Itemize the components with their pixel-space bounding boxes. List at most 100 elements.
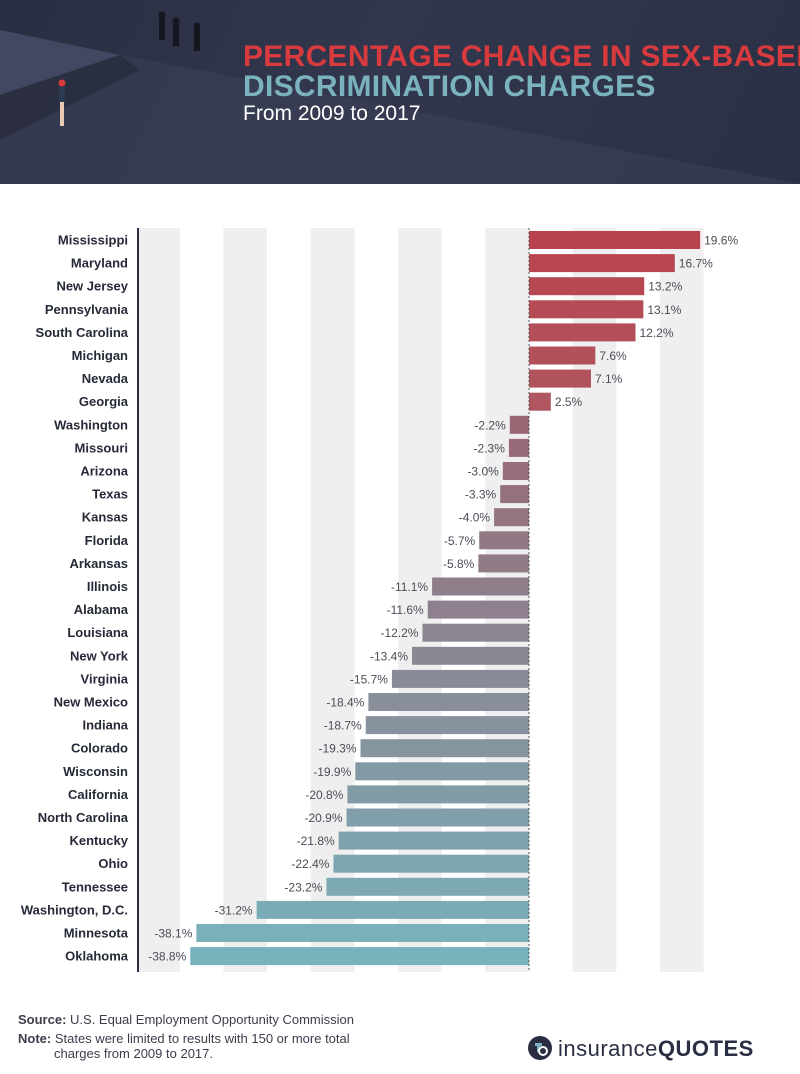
bar [500, 485, 529, 504]
bar [529, 323, 636, 342]
category-label: Arizona [80, 464, 128, 479]
category-label: Indiana [82, 718, 128, 733]
value-label: -21.8% [297, 834, 335, 848]
note-text-2: charges from 2009 to 2017. [54, 1046, 213, 1061]
category-label: Mississippi [58, 233, 128, 248]
bar [338, 831, 529, 850]
category-label: North Carolina [38, 810, 129, 825]
category-label: Ohio [98, 856, 128, 871]
logo-icon [528, 1036, 552, 1060]
category-label: Kentucky [69, 833, 128, 848]
value-label: -11.1% [391, 580, 428, 594]
bar [529, 392, 551, 411]
value-label: -23.2% [284, 880, 322, 894]
value-label: -38.1% [154, 927, 192, 941]
value-label: -3.0% [467, 465, 499, 479]
bar [529, 369, 591, 388]
bar [529, 277, 645, 296]
category-label: New York [70, 648, 129, 663]
bar [368, 693, 529, 711]
category-label: Oklahoma [65, 949, 129, 964]
value-label: -20.9% [305, 811, 343, 825]
note-text-1: States were limited to results with 150 … [54, 1031, 350, 1046]
chart-title-line-2: DISCRIMINATION CHARGES [243, 70, 656, 103]
bar [427, 600, 529, 619]
bar [412, 646, 529, 665]
category-label: Nevada [82, 371, 129, 386]
header-illustration [0, 11, 800, 184]
category-label: Alabama [74, 602, 129, 617]
source-text: U.S. Equal Employment Opportunity Commis… [70, 1012, 354, 1027]
category-label: Wisconsin [63, 764, 128, 779]
value-label: 13.2% [648, 280, 682, 294]
category-label: Illinois [87, 579, 128, 594]
category-label: Washington, D.C. [21, 902, 128, 917]
header-banner: PERCENTAGE CHANGE IN SEX-BASED DISCRIMIN… [0, 0, 800, 184]
value-label: 16.7% [679, 257, 713, 271]
value-label: -19.3% [318, 742, 356, 756]
value-label: -2.3% [474, 441, 506, 455]
woman-figure-icon [58, 79, 66, 126]
value-label: -5.8% [443, 557, 475, 571]
bar [190, 947, 529, 966]
axes [137, 228, 530, 972]
value-label: -5.7% [444, 534, 476, 548]
value-label: 2.5% [555, 395, 583, 409]
value-label: -15.7% [350, 672, 388, 686]
value-label: -11.6% [387, 603, 424, 617]
logo-text: insuranceQUOTES [558, 1036, 754, 1061]
value-label: -19.9% [313, 765, 351, 779]
bar [422, 623, 529, 642]
category-label: Texas [92, 487, 128, 502]
category-label: Tennessee [62, 879, 128, 894]
grid-band [659, 228, 704, 972]
bar [529, 346, 596, 365]
category-label: Maryland [71, 256, 128, 271]
value-label: -4.0% [459, 511, 491, 525]
bar [529, 231, 701, 249]
category-label: California [68, 787, 129, 802]
category-label: South Carolina [36, 325, 129, 340]
note: Note: States were limited to results wit… [18, 1031, 388, 1061]
category-label: Missouri [75, 440, 128, 455]
grid-band [139, 228, 180, 972]
chart-title-line-1: PERCENTAGE CHANGE IN SEX-BASED [243, 40, 800, 73]
value-label: -31.2% [215, 903, 253, 917]
value-label: -20.8% [305, 788, 343, 802]
insurancequotes-logo: insuranceQUOTES [526, 1034, 786, 1062]
bar [529, 300, 644, 319]
bar [360, 739, 529, 758]
category-label: Pennsylvania [45, 302, 129, 317]
category-label: Minnesota [64, 926, 129, 941]
bar [196, 924, 529, 942]
value-label: -38.8% [148, 950, 186, 964]
category-label: Florida [85, 533, 129, 548]
value-label: -2.2% [474, 418, 506, 432]
standing-people-icon [158, 11, 201, 51]
bar [355, 762, 529, 781]
value-label: -12.2% [380, 626, 418, 640]
bar [326, 877, 529, 896]
category-label: Louisiana [67, 625, 128, 640]
category-label: Virginia [81, 671, 129, 686]
bar [432, 577, 529, 596]
value-label: 19.6% [704, 234, 738, 248]
bar [365, 716, 529, 735]
bar [391, 669, 529, 688]
value-label: -18.7% [324, 719, 362, 733]
value-label: -3.3% [465, 488, 497, 502]
category-labels: Mississippi Maryland New Jersey Pennsylvani… [21, 233, 129, 964]
bar [256, 900, 529, 919]
value-label: 13.1% [647, 303, 681, 317]
value-label: 12.2% [640, 326, 674, 340]
note-label: Note: [18, 1031, 52, 1046]
category-label: Washington [54, 417, 128, 432]
bar-chart: Mississippi Maryland New Jersey Pennsylvani… [21, 228, 738, 972]
category-label: Michigan [72, 348, 128, 363]
bar [479, 531, 529, 550]
value-label: 7.1% [595, 372, 623, 386]
value-labels: 19.6% 16.7% 13.2% 13.1% 12.2% 7.6% 7.1% 2.5% -2.… [148, 234, 738, 964]
value-label: -18.4% [326, 696, 364, 710]
chart-subtitle: From 2009 to 2017 [243, 102, 421, 125]
category-label: New Mexico [54, 695, 128, 710]
